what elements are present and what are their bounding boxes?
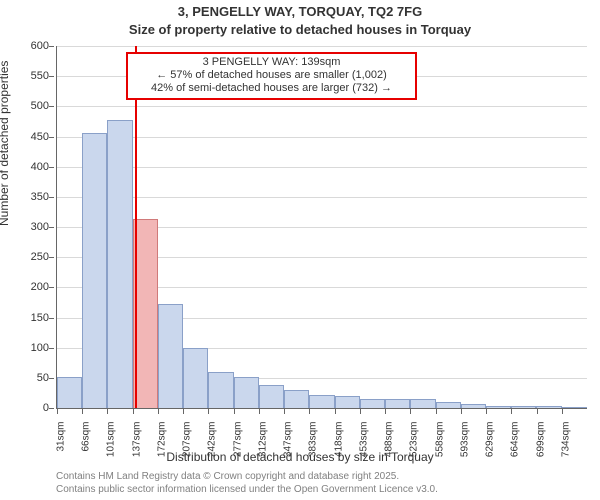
x-tick <box>360 409 361 414</box>
bar <box>158 304 183 408</box>
x-tick <box>309 409 310 414</box>
y-tick-label: 250 <box>15 251 49 263</box>
x-tick <box>335 409 336 414</box>
y-tick-label: 150 <box>15 312 49 324</box>
bar <box>183 348 208 408</box>
x-tick <box>133 409 134 414</box>
x-tick <box>461 409 462 414</box>
bar <box>57 377 82 408</box>
x-tick <box>183 409 184 414</box>
y-tick <box>49 167 54 168</box>
y-tick <box>49 137 54 138</box>
bar <box>208 372 233 408</box>
bar <box>82 133 107 408</box>
bar <box>511 406 536 408</box>
x-axis-label: Distribution of detached houses by size … <box>0 450 600 464</box>
y-tick <box>49 348 54 349</box>
chart-subtitle: Size of property relative to detached ho… <box>0 22 600 37</box>
x-tick <box>537 409 538 414</box>
bar <box>259 385 284 408</box>
x-tick <box>208 409 209 414</box>
y-tick-label: 400 <box>15 161 49 173</box>
property-size-chart: 3, PENGELLY WAY, TORQUAY, TQ2 7FG Size o… <box>0 0 600 500</box>
y-tick-label: 550 <box>15 70 49 82</box>
y-tick-label: 450 <box>15 131 49 143</box>
x-tick-label: 66sqm <box>81 422 92 452</box>
y-tick <box>49 106 54 107</box>
bar <box>410 399 435 408</box>
y-tick-label: 600 <box>15 40 49 52</box>
x-tick <box>436 409 437 414</box>
x-tick <box>562 409 563 414</box>
bar <box>385 399 410 408</box>
bar <box>335 396 360 408</box>
y-tick <box>49 318 54 319</box>
bar <box>360 399 385 408</box>
annotation-line-2: 42% of semi-detached houses are larger (… <box>134 82 409 95</box>
x-tick <box>158 409 159 414</box>
y-tick-label: 50 <box>15 372 49 384</box>
annotation-title: 3 PENGELLY WAY: 139sqm <box>134 56 409 69</box>
y-axis-label: Number of detached properties <box>0 61 11 226</box>
y-tick <box>49 76 54 77</box>
y-tick-label: 350 <box>15 191 49 203</box>
y-tick <box>49 257 54 258</box>
footer-line-2: Contains public sector information licen… <box>56 484 438 497</box>
bar <box>234 377 259 408</box>
y-tick <box>49 197 54 198</box>
x-tick <box>259 409 260 414</box>
y-tick-label: 100 <box>15 342 49 354</box>
bar <box>107 120 132 408</box>
x-tick <box>385 409 386 414</box>
y-tick-label: 500 <box>15 100 49 112</box>
x-tick <box>234 409 235 414</box>
y-tick <box>49 46 54 47</box>
x-tick-label: 31sqm <box>56 422 67 452</box>
x-tick <box>82 409 83 414</box>
chart-title: 3, PENGELLY WAY, TORQUAY, TQ2 7FG <box>0 4 600 19</box>
y-tick <box>49 227 54 228</box>
y-tick <box>49 378 54 379</box>
reference-line <box>135 46 137 408</box>
bar <box>284 390 309 408</box>
x-tick <box>511 409 512 414</box>
x-tick <box>284 409 285 414</box>
x-tick <box>410 409 411 414</box>
y-tick-label: 0 <box>15 402 49 414</box>
x-tick <box>107 409 108 414</box>
annotation-box: 3 PENGELLY WAY: 139sqm ← 57% of detached… <box>126 52 417 100</box>
footer-line-1: Contains HM Land Registry data © Crown c… <box>56 471 438 484</box>
y-tick-label: 200 <box>15 281 49 293</box>
bar <box>461 404 486 408</box>
x-tick <box>57 409 58 414</box>
bar <box>436 402 461 408</box>
annotation-line-1: ← 57% of detached houses are smaller (1,… <box>134 69 409 82</box>
x-tick <box>486 409 487 414</box>
attribution-footer: Contains HM Land Registry data © Crown c… <box>56 471 438 496</box>
bar <box>536 406 561 408</box>
plot-area: 3 PENGELLY WAY: 139sqm ← 57% of detached… <box>56 46 587 409</box>
bar <box>309 395 334 408</box>
y-tick <box>49 287 54 288</box>
bar <box>486 406 511 408</box>
y-tick-label: 300 <box>15 221 49 233</box>
y-tick <box>49 408 54 409</box>
bar <box>562 407 587 408</box>
